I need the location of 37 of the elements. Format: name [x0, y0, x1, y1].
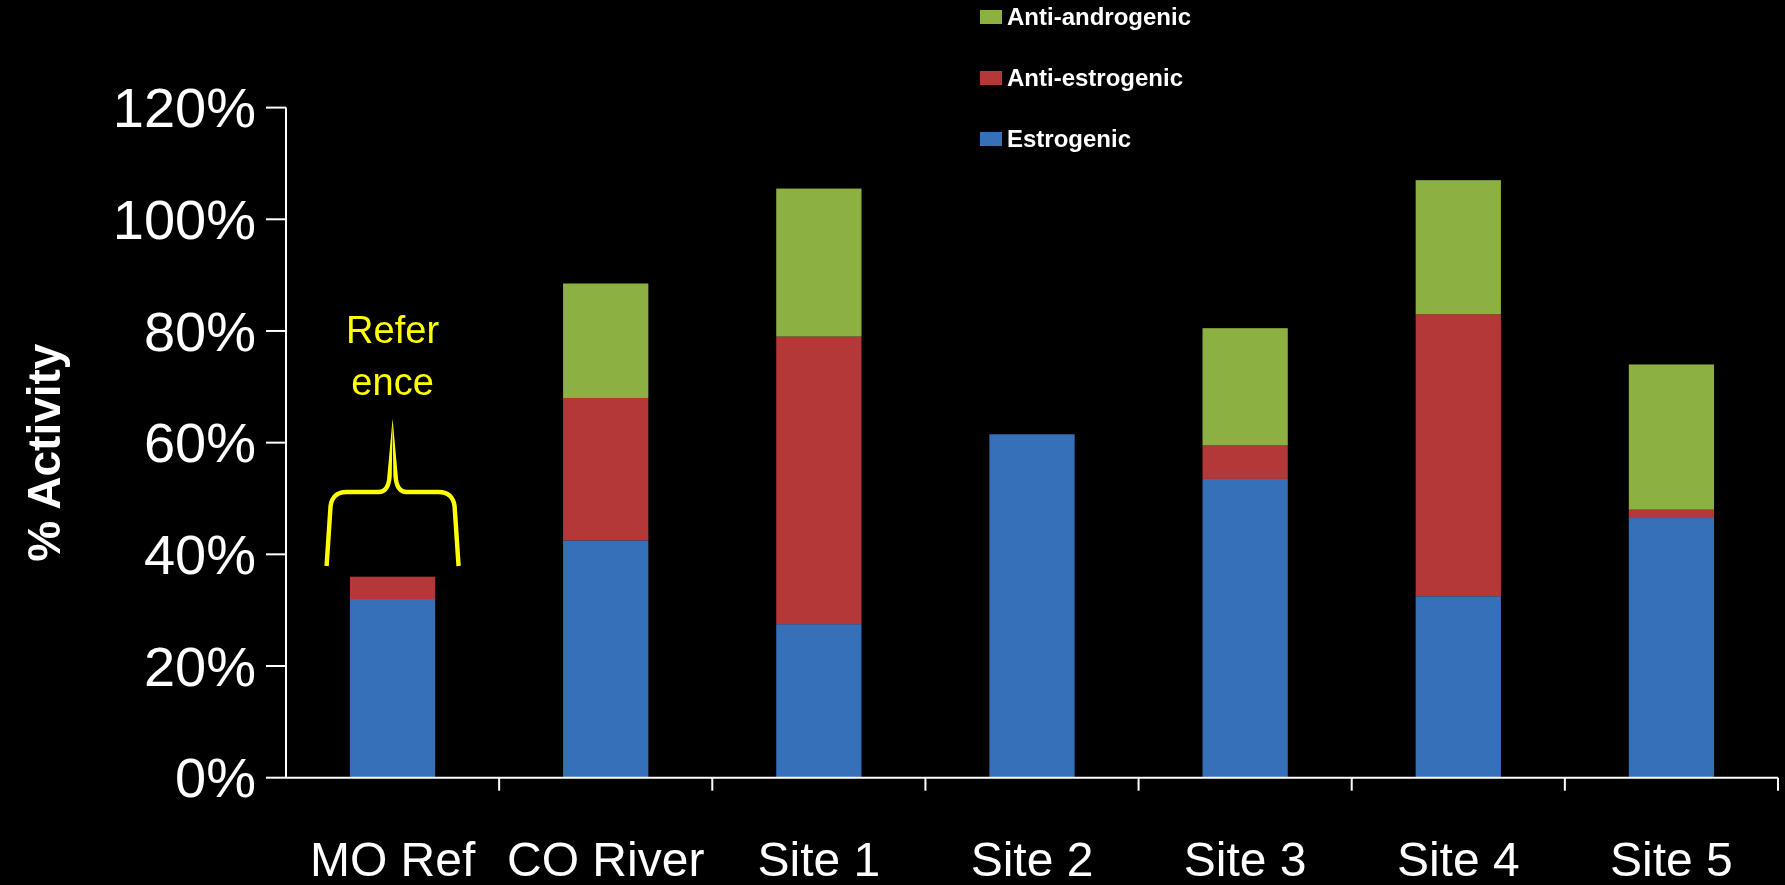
bar [1415, 314, 1501, 597]
x-tick-label: MO Ref [309, 833, 476, 885]
x-tick-label: Site 4 [1396, 833, 1520, 885]
bar [563, 540, 649, 778]
y-tick-label: 40% [143, 522, 256, 586]
bar [563, 397, 649, 541]
bar [1628, 518, 1715, 778]
bar [1628, 509, 1715, 519]
bar [1415, 596, 1501, 778]
legend-label: Estrogenic [1007, 125, 1132, 153]
bar [349, 599, 436, 778]
y-tick-label: 20% [143, 634, 256, 698]
y-tick-label: 80% [143, 299, 256, 363]
bar [1415, 180, 1501, 315]
x-tick-label: Site 5 [1610, 833, 1733, 885]
bar [563, 283, 649, 398]
bar [349, 576, 436, 600]
bar [776, 188, 862, 337]
x-tick-label: Site 3 [1183, 833, 1307, 885]
y-tick-label: 120% [112, 76, 256, 140]
y-tick-label: 0% [175, 746, 256, 810]
y-tick-label: 100% [112, 187, 256, 251]
bar [776, 624, 862, 778]
x-tick-label: Site 1 [757, 833, 881, 885]
y-tick-label: 60% [143, 411, 256, 475]
legend-label: Anti-androgenic [1007, 3, 1191, 31]
bar [1202, 478, 1288, 778]
bar [776, 336, 862, 625]
bar [1202, 445, 1288, 479]
bar [989, 434, 1075, 778]
bar [1202, 328, 1288, 446]
legend-label: Anti-estrogenic [1007, 64, 1184, 92]
y-axis-title: % Activity [18, 343, 70, 562]
x-tick-label: CO River [507, 833, 705, 885]
bar [1628, 364, 1715, 510]
annotation: Refer ence [346, 309, 440, 404]
x-tick-label: Site 2 [970, 833, 1094, 885]
